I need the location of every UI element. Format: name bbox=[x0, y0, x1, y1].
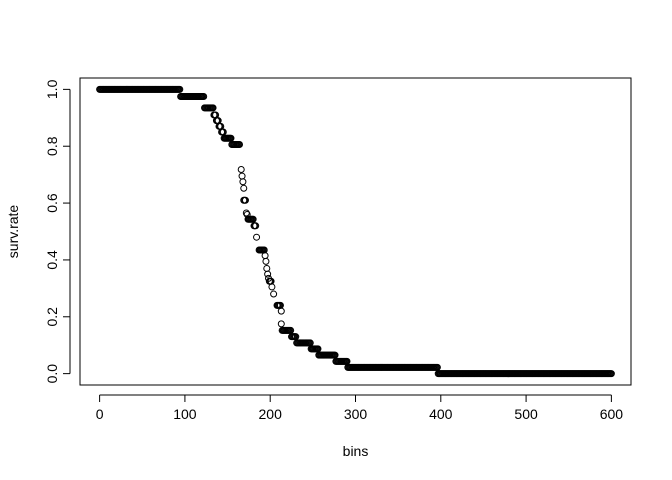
y-tick-label: 0.8 bbox=[44, 136, 60, 156]
data-point bbox=[242, 209, 250, 217]
data-point bbox=[263, 264, 271, 272]
points-layer bbox=[96, 85, 615, 378]
data-point bbox=[249, 215, 257, 223]
y-tick-label: 0.2 bbox=[44, 307, 60, 327]
x-tick-label: 600 bbox=[600, 406, 624, 422]
x-tick-label: 100 bbox=[173, 406, 197, 422]
data-point bbox=[237, 166, 245, 174]
x-axis: 0 100 200 300 400 500 600 bbox=[96, 394, 624, 422]
x-axis-title: bins bbox=[343, 443, 369, 459]
data-point bbox=[243, 210, 251, 218]
x-tick-label: 200 bbox=[259, 406, 283, 422]
data-point bbox=[268, 283, 276, 291]
data-point bbox=[240, 184, 248, 192]
data-point bbox=[200, 92, 208, 100]
data-point bbox=[252, 222, 260, 230]
y-tick-label: 0.4 bbox=[44, 250, 60, 270]
x-tick-label: 500 bbox=[514, 406, 538, 422]
data-point bbox=[262, 257, 270, 265]
data-point bbox=[277, 320, 285, 328]
y-tick-label: 0.0 bbox=[44, 364, 60, 384]
data-point bbox=[277, 307, 285, 315]
y-axis: 0.0 0.2 0.4 0.6 0.8 1.0 bbox=[44, 79, 71, 384]
data-point bbox=[238, 172, 246, 180]
data-point bbox=[176, 85, 184, 93]
x-tick-label: 300 bbox=[344, 406, 368, 422]
data-point bbox=[239, 178, 247, 186]
data-point bbox=[607, 370, 615, 378]
x-tick-label: 0 bbox=[96, 406, 104, 422]
y-tick-label: 0.6 bbox=[44, 193, 60, 213]
data-point bbox=[241, 196, 249, 204]
plot-box bbox=[79, 77, 632, 386]
x-tick-label: 400 bbox=[429, 406, 453, 422]
y-axis-title: surv.rate bbox=[5, 205, 21, 259]
data-point bbox=[261, 252, 269, 260]
data-point bbox=[265, 274, 272, 282]
data-point bbox=[270, 290, 278, 298]
y-tick-label: 1.0 bbox=[44, 79, 60, 99]
data-point bbox=[236, 141, 243, 149]
data-point bbox=[264, 270, 272, 278]
data-point bbox=[209, 104, 217, 112]
data-point bbox=[253, 233, 261, 241]
